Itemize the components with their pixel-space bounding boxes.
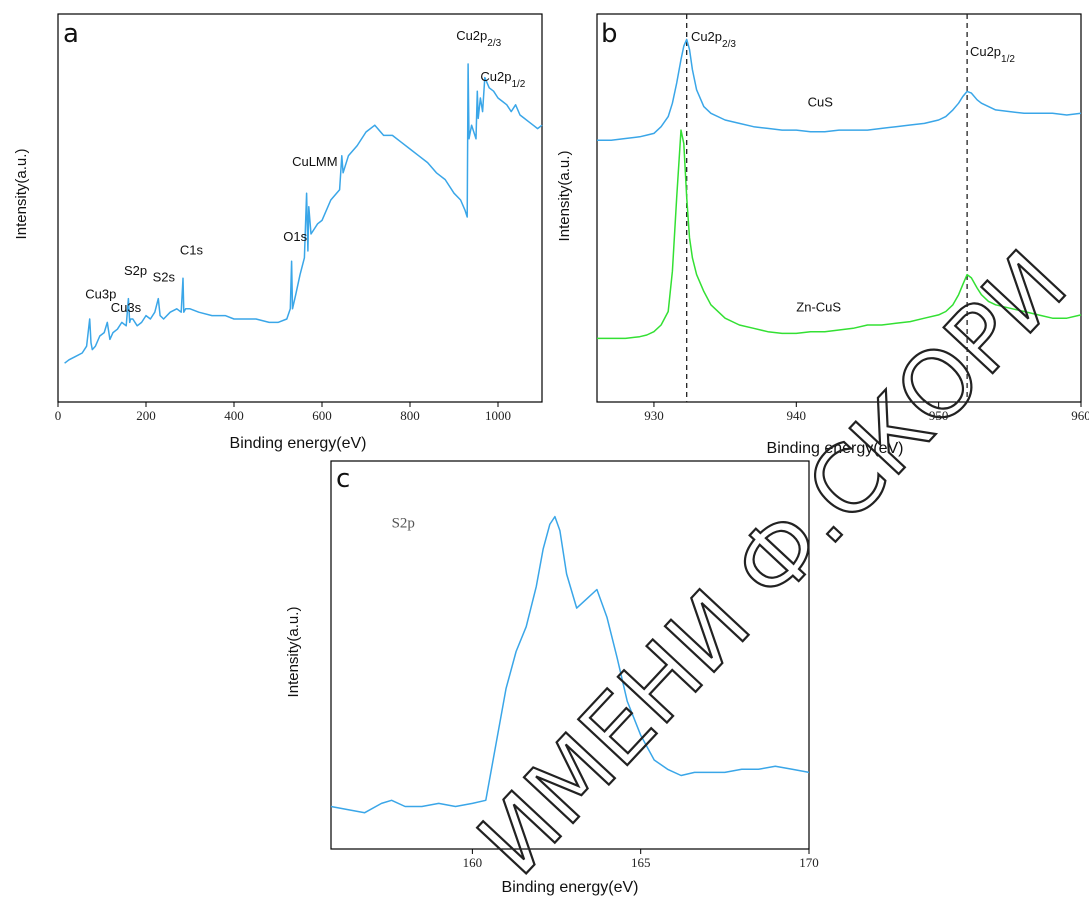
panel-b-xlabel: Binding energy(eV)	[767, 440, 904, 457]
panel-c-xtick-label: 160	[463, 855, 483, 870]
panel-b: b 930 940 950 960 Cu2p2/3 Cu2p1/2 CuS Zn-CuS B…	[556, 13, 1089, 457]
panel-a-annotation: CuLMM	[292, 154, 338, 169]
watermark: ИМЕНИ Ф.СКОРИ	[458, 231, 1088, 895]
panel-a-frame	[57, 13, 543, 403]
panel-b-series-cus-line	[597, 38, 1082, 141]
panel-b-ticks: 930 940 950 960	[644, 402, 1089, 423]
panel-b-annotation: Cu2p2/3	[691, 29, 736, 50]
panel-a-annotation: S2s	[153, 270, 176, 285]
panel-c-ylabel: Intensity(a.u.)	[285, 607, 302, 698]
panel-b-frame	[596, 13, 1082, 403]
panel-a-annotation: Cu3p	[85, 287, 116, 302]
panel-b-ylabel: Intensity(a.u.)	[556, 151, 573, 242]
panel-b-annotation: Cu2p1/2	[970, 44, 1015, 65]
panel-a-curves	[64, 63, 543, 364]
panel-b-xtick-label: 950	[929, 408, 949, 423]
panel-a-annotation: Cu3s	[111, 300, 142, 315]
panel-c-ticks: 160 165 170	[463, 849, 819, 870]
panel-a-annotation: S2p	[124, 263, 147, 278]
panel-b-reference-lines	[686, 14, 968, 402]
panel-c-xtick-label: 165	[631, 855, 651, 870]
panel-b-curves	[597, 38, 1082, 340]
panel-a-ylabel: Intensity(a.u.)	[13, 149, 30, 240]
panel-c-xlabel: Binding energy(eV)	[502, 879, 639, 896]
panel-b-xtick-label: 930	[644, 408, 664, 423]
panel-c: c 160 165 170 S2p Binding energy(eV) Inten…	[285, 460, 819, 896]
panel-c-letter: c	[336, 464, 350, 494]
panel-a-xlabel: Binding energy(eV)	[230, 435, 367, 452]
panel-a-xtick-label: 800	[400, 408, 420, 423]
panel-a-xtick-label: 0	[55, 408, 62, 423]
panel-c-series-0-line	[330, 515, 810, 814]
panel-a-xtick-label: 200	[136, 408, 156, 423]
panel-b-annotation: Zn-CuS	[796, 300, 841, 315]
panel-b-xtick-label: 940	[787, 408, 807, 423]
panel-b-xtick-label: 960	[1071, 408, 1089, 423]
panel-b-series-zn-cus-line	[597, 129, 1082, 340]
panel-a-annotation: O1s	[283, 229, 307, 244]
panel-b-letter: b	[601, 19, 618, 49]
panel-c-curves	[330, 515, 810, 814]
panel-a-xtick-label: 600	[312, 408, 332, 423]
panel-b-annotation: CuS	[808, 95, 834, 110]
panel-a-annotation: Cu2p2/3	[456, 28, 501, 49]
panel-c-frame	[330, 460, 810, 850]
panel-c-annotation: S2p	[392, 516, 415, 532]
panel-a-annotation: Cu2p1/2	[480, 69, 525, 90]
panel-c-annotations: S2p	[392, 516, 415, 532]
panel-a-ticks: 0 200 400 600 800 1000	[55, 402, 511, 423]
panel-a-xtick-label: 1000	[485, 408, 511, 423]
panel-c-xtick-label: 170	[799, 855, 819, 870]
panel-a-annotation: C1s	[180, 242, 204, 257]
panel-a-xtick-label: 400	[224, 408, 244, 423]
panel-a-series-0-line	[64, 63, 543, 364]
panel-a-letter: a	[63, 19, 79, 49]
